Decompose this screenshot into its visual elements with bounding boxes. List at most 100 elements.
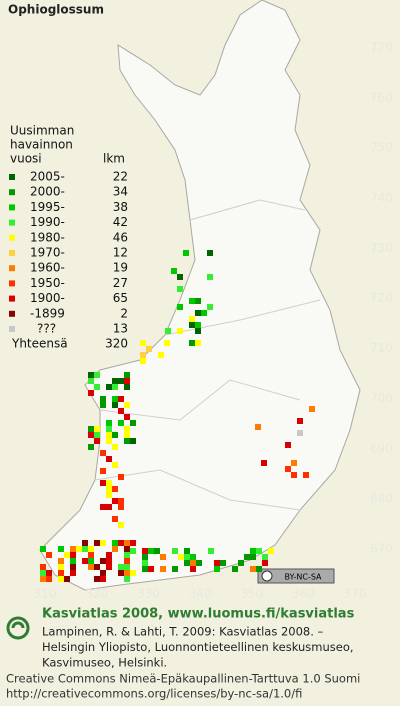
x-coordinate-label: 310: [34, 587, 57, 601]
occurrence-square: [130, 540, 136, 546]
occurrence-square: [297, 430, 303, 436]
occurrence-square: [82, 546, 88, 552]
occurrence-square: [100, 576, 106, 582]
occurrence-square: [106, 564, 112, 570]
occurrence-square: [106, 426, 112, 432]
occurrence-square: [214, 566, 220, 572]
occurrence-square: [112, 384, 118, 390]
occurrence-square: [178, 554, 184, 560]
legend-total-count: 320: [105, 337, 128, 351]
occurrence-square: [106, 504, 112, 510]
occurrence-square: [250, 554, 256, 560]
occurrence-square: [82, 558, 88, 564]
occurrence-square: [146, 346, 152, 352]
legend-count: 19: [113, 261, 128, 275]
occurrence-square: [124, 546, 130, 552]
y-coordinate-label: 770: [370, 41, 393, 55]
occurrence-square: [303, 472, 309, 478]
occurrence-square: [189, 316, 195, 322]
legend-count-heading: lkm: [103, 152, 125, 166]
occurrence-square: [100, 396, 106, 402]
occurrence-square: [207, 274, 213, 280]
occurrence-square: [256, 566, 262, 572]
occurrence-square: [250, 548, 256, 554]
occurrence-square: [112, 432, 118, 438]
occurrence-square: [106, 384, 112, 390]
occurrence-square: [100, 402, 106, 408]
legend-swatch: [9, 174, 15, 180]
occurrence-square: [195, 328, 201, 334]
occurrence-square: [124, 384, 130, 390]
occurrence-square: [183, 250, 189, 256]
footer-heading: Kasviatlas 2008, www.luomus.fi/kasviatla…: [42, 607, 355, 622]
occurrence-square: [94, 372, 100, 378]
occurrence-square: [195, 340, 201, 346]
occurrence-square: [291, 460, 297, 466]
y-coordinate-label: 730: [370, 241, 393, 255]
legend-swatch: [9, 265, 15, 272]
occurrence-square: [106, 552, 112, 558]
occurrence-square: [124, 438, 130, 444]
legend-heading: havainnon: [10, 138, 73, 152]
occurrence-square: [190, 566, 196, 572]
occurrence-square: [142, 560, 148, 566]
occurrence-square: [100, 468, 106, 474]
legend-count: 38: [113, 200, 128, 214]
occurrence-square: [106, 486, 112, 492]
occurrence-square: [201, 310, 207, 316]
occurrence-square: [88, 552, 94, 558]
occurrence-square: [112, 516, 118, 522]
occurrence-square: [100, 570, 106, 576]
occurrence-square: [106, 438, 112, 444]
occurrence-square: [124, 540, 130, 546]
legend-label: 1950-: [30, 276, 65, 290]
occurrence-square: [130, 420, 136, 426]
occurrence-square: [58, 546, 64, 552]
occurrence-square: [100, 558, 106, 564]
legend-label: 2000-: [30, 185, 65, 199]
occurrence-square: [118, 396, 124, 402]
citation-line: Kasvimuseo, Helsinki.: [42, 656, 167, 670]
legend-total-label: Yhteensä: [11, 337, 68, 351]
occurrence-square: [232, 566, 238, 572]
occurrence-square: [94, 384, 100, 390]
occurrence-square: [207, 304, 213, 310]
occurrence-square: [171, 268, 177, 274]
occurrence-square: [100, 540, 106, 546]
occurrence-square: [70, 552, 76, 558]
occurrence-square: [190, 554, 196, 560]
occurrence-square: [82, 540, 88, 546]
occurrence-square: [291, 472, 297, 478]
y-coordinate-label: 670: [370, 542, 393, 556]
occurrence-square: [142, 566, 148, 572]
occurrence-square: [220, 560, 226, 566]
legend-count: 65: [113, 291, 128, 305]
y-coordinate-label: 740: [370, 191, 393, 205]
occurrence-square: [268, 548, 274, 554]
occurrence-square: [94, 564, 100, 570]
occurrence-square: [76, 546, 82, 552]
occurrence-square: [58, 570, 64, 576]
legend-swatch: [9, 189, 15, 196]
occurrence-square: [124, 432, 130, 438]
occurrence-square: [88, 444, 94, 450]
legend-swatch: [9, 280, 15, 287]
occurrence-square: [124, 552, 130, 558]
occurrence-square: [106, 480, 112, 486]
legend-label: 1995-: [30, 200, 65, 214]
occurrence-square: [94, 438, 100, 444]
occurrence-square: [112, 498, 118, 504]
occurrence-square: [255, 424, 261, 430]
occurrence-square: [118, 420, 124, 426]
occurrence-square: [118, 498, 124, 504]
legend-count: 46: [113, 230, 128, 244]
occurrence-square: [285, 442, 291, 448]
occurrence-square: [88, 378, 94, 384]
y-coordinate-label: 760: [370, 91, 393, 105]
occurrence-square: [261, 460, 267, 466]
legend-count: 22: [113, 170, 128, 184]
x-coordinate-label: 360: [292, 587, 315, 601]
legend-count: 2: [120, 306, 128, 320]
occurrence-square: [118, 504, 124, 510]
